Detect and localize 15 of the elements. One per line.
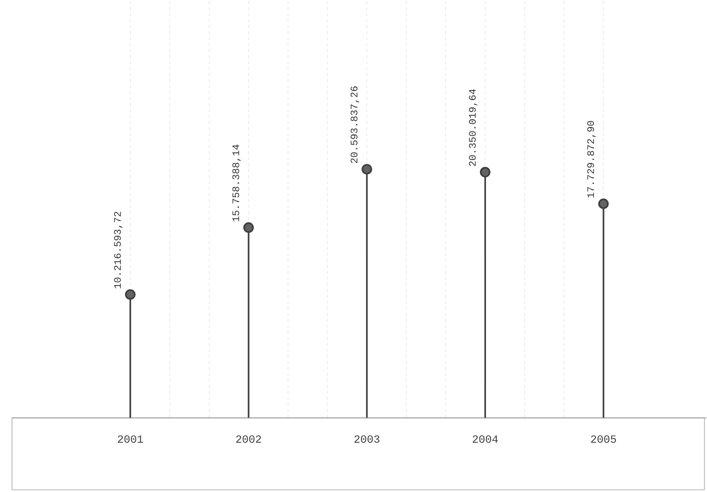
data-label: 20.350.019,64 — [468, 89, 478, 166]
x-tick-label: 2002 — [236, 435, 261, 443]
x-tick-label: 2004 — [472, 435, 498, 443]
data-label: 10.216.593,72 — [114, 212, 123, 288]
x-tick-label: 2003 — [354, 435, 380, 443]
x-tick-label: 2005 — [591, 435, 616, 443]
point — [243, 222, 254, 234]
data-label: 15.758.388,14 — [232, 144, 241, 222]
point — [362, 164, 372, 175]
point — [480, 166, 490, 178]
data-label: 20.593.837,26 — [350, 86, 360, 164]
point — [598, 198, 609, 210]
point — [125, 289, 136, 300]
data-label: 17.729.872,90 — [587, 121, 596, 198]
x-tick-label: 2001 — [118, 435, 143, 443]
